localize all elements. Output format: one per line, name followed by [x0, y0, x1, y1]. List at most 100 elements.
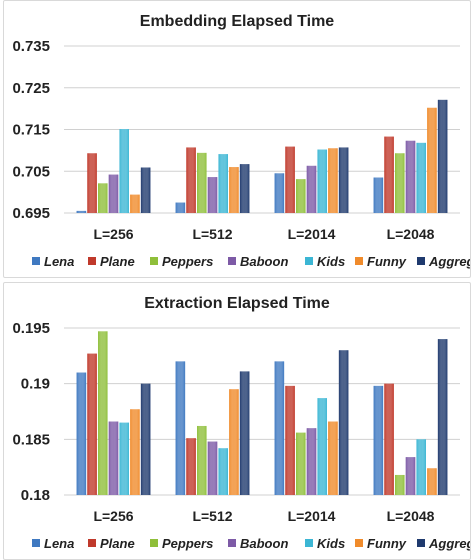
extraction-bar-shine	[130, 409, 140, 495]
embedding-bar-shine	[175, 202, 186, 213]
embedding-legend-label-funny: Funny	[367, 254, 407, 269]
embedding-bar-shine	[98, 183, 108, 213]
extraction-bar-shine	[405, 457, 416, 495]
embedding-bar-shine	[140, 167, 151, 213]
extraction-legend-swatch-peppers	[150, 539, 158, 547]
embedding-legend-swatch-baboon	[228, 257, 236, 265]
extraction-bar-shine	[395, 474, 405, 495]
extraction-x-tick-label: L=256	[93, 508, 133, 524]
embedding-x-tick-label: L=512	[192, 226, 232, 242]
extraction-legend-label-plane: Plane	[100, 536, 135, 551]
extraction-legend-label-lena: Lena	[44, 536, 74, 551]
extraction-bar-shine	[175, 361, 186, 495]
extraction-bar-shine	[229, 389, 239, 495]
extraction-bar-shine	[76, 372, 87, 495]
embedding-bar-shine	[317, 149, 327, 213]
extraction-bar-shine	[306, 428, 317, 495]
extraction-legend-swatch-lena	[32, 539, 40, 547]
embedding-legend-swatch-lena	[32, 257, 40, 265]
embedding-legend-label-kids: Kids	[317, 254, 345, 269]
extraction-x-tick-label: L=2014	[288, 508, 336, 524]
embedding-bar-shine	[285, 146, 295, 213]
extraction-x-tick-label: L=2048	[387, 508, 435, 524]
extraction-bar-shine	[317, 398, 327, 495]
embedding-bar-shine	[218, 154, 228, 213]
extraction-legend-label-baboon: Baboon	[240, 536, 288, 551]
extraction-bar-shine	[207, 441, 218, 495]
embedding-bar-shine	[87, 153, 97, 213]
embedding-bar-shine	[207, 177, 218, 213]
embedding-legend-label-plane: Plane	[100, 254, 135, 269]
extraction-bar-shine	[98, 331, 108, 495]
embedding-bar-shine	[274, 173, 285, 213]
embedding-legend-label-baboon: Baboon	[240, 254, 288, 269]
extraction-bar-shine	[197, 425, 207, 495]
embedding-bar-shine	[186, 147, 196, 213]
embedding-bar-shine	[416, 142, 426, 213]
embedding-legend-swatch-kids	[305, 257, 313, 265]
embedding-bar-shine	[373, 177, 384, 213]
embedding-legend-label-peppers: Peppers	[162, 254, 213, 269]
embedding-y-tick-label: 0.715	[12, 122, 50, 139]
extraction-legend-swatch-baboon	[228, 539, 236, 547]
extraction-bar-shine	[296, 432, 306, 495]
extraction-legend-swatch-aggregate	[417, 539, 425, 547]
embedding-bar-shine	[229, 167, 239, 213]
embedding-chart-title: Embedding Elapsed Time	[140, 13, 335, 30]
embedding-bar-shine	[395, 153, 405, 213]
extraction-y-tick-label: 0.195	[12, 320, 50, 337]
embedding-bar-shine	[328, 148, 338, 213]
extraction-bar-shine	[427, 468, 437, 495]
extraction-bar-shine	[87, 353, 97, 495]
extraction-bar-shine	[437, 339, 448, 495]
extraction-bar-shine	[328, 421, 338, 495]
embedding-bar-shine	[108, 174, 119, 213]
extraction-bar-shine	[140, 383, 151, 495]
extraction-y-tick-label: 0.18	[21, 487, 50, 504]
embedding-legend-label-aggregate: Aggregate	[428, 254, 470, 269]
extraction-bar-shine	[274, 361, 285, 495]
embedding-y-tick-label: 0.725	[12, 80, 50, 97]
embedding-bar-shine	[76, 210, 87, 213]
embedding-bar-shine	[437, 99, 448, 213]
embedding-legend-swatch-funny	[355, 257, 363, 265]
embedding-bar-shine	[338, 147, 349, 213]
embedding-y-tick-label: 0.705	[12, 163, 50, 180]
embedding-legend-label-lena: Lena	[44, 254, 74, 269]
embedding-bar-shine	[384, 136, 394, 213]
extraction-y-tick-label: 0.19	[21, 376, 50, 393]
embedding-chart: Embedding Elapsed Time 0.695 0.705 0.715 0.7…	[12, 13, 470, 269]
extraction-legend-label-peppers: Peppers	[162, 536, 213, 551]
embedding-chart-panel: Embedding Elapsed Time 0.695 0.705 0.715 0.7…	[3, 0, 471, 278]
extraction-bar-shine	[186, 438, 196, 495]
embedding-bar-shine	[130, 194, 140, 213]
embedding-bar-shine	[405, 140, 416, 213]
extraction-bar-shine	[239, 371, 250, 495]
embedding-y-tick-label: 0.695	[12, 205, 50, 222]
extraction-bar-shine	[285, 385, 295, 495]
embedding-x-tick-label: L=256	[93, 226, 133, 242]
embedding-x-tick-label: L=2014	[288, 226, 336, 242]
extraction-chart-panel: Extraction Elapsed Time 0.18 0.185 0.19 0.19…	[3, 282, 471, 560]
embedding-legend-swatch-peppers	[150, 257, 158, 265]
embedding-bar-shine	[306, 165, 317, 213]
extraction-legend-label-funny: Funny	[367, 536, 407, 551]
extraction-chart: Extraction Elapsed Time 0.18 0.185 0.19 0.19…	[12, 295, 470, 551]
extraction-bar-shine	[108, 421, 119, 495]
extraction-bar-shine	[119, 422, 129, 495]
embedding-legend-swatch-plane	[88, 257, 96, 265]
embedding-bar-shine	[197, 152, 207, 213]
extraction-bar-shine	[373, 385, 384, 495]
extraction-bar-shine	[338, 350, 349, 495]
extraction-x-tick-label: L=512	[192, 508, 232, 524]
embedding-y-tick-label: 0.735	[12, 38, 50, 55]
extraction-legend-label-kids: Kids	[317, 536, 345, 551]
embedding-bar-shine	[239, 164, 250, 213]
extraction-chart-title: Extraction Elapsed Time	[144, 295, 330, 312]
extraction-legend-swatch-kids	[305, 539, 313, 547]
extraction-legend-label-aggregate: Aggregate	[428, 536, 470, 551]
embedding-bar-shine	[427, 107, 437, 213]
extraction-bar-shine	[218, 448, 228, 495]
extraction-legend-swatch-plane	[88, 539, 96, 547]
embedding-bar-shine	[296, 179, 306, 213]
